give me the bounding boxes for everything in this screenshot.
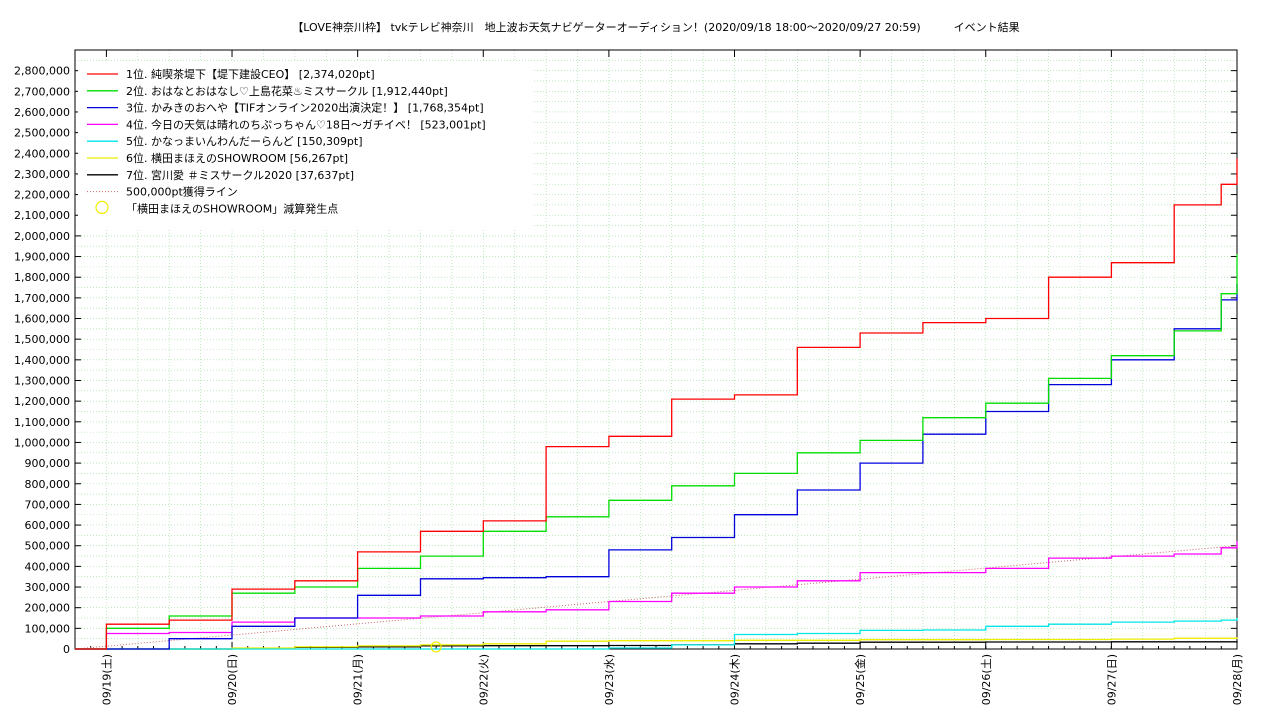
y-tick-label: 2,600,000	[14, 106, 70, 119]
series-line-4	[75, 541, 1238, 650]
x-tick-label: 09/27(日)	[1105, 654, 1118, 705]
y-tick-label: 2,300,000	[14, 168, 70, 181]
legend-box	[78, 62, 533, 228]
y-tick-label: 2,700,000	[14, 85, 70, 98]
legend-label-6: 6位. 横田まほえのSHOWROOM [56,267pt]	[126, 151, 348, 165]
x-tick-label: 09/21(月)	[352, 654, 365, 705]
legend-label-1: 1位. 純喫茶堤下【堤下建設CEO】 [2,374,020pt]	[126, 67, 375, 81]
y-tick-label: 2,200,000	[14, 189, 70, 202]
legend-label-reference: 500,000pt獲得ライン	[126, 186, 238, 199]
y-tick-label: 2,400,000	[14, 147, 70, 160]
series-line-5	[75, 618, 1238, 650]
y-tick-label: 500,000	[25, 540, 71, 553]
series-line-1	[75, 158, 1238, 650]
legend-label-7: 7位. 宮川愛 ＃ミスサークル2020 [37,637pt]	[126, 168, 354, 182]
series-layer	[75, 158, 1238, 650]
legend-swatch-marker	[95, 200, 109, 214]
chart-title: 【LOVE神奈川枠】 tvkテレビ神奈川 地上波お天気ナビゲーターオーディション…	[292, 20, 1019, 34]
x-tick-label: 09/23(水)	[603, 654, 616, 705]
y-tick-label: 1,200,000	[14, 395, 70, 408]
y-tick-label: 900,000	[25, 457, 71, 470]
y-tick-label: 1,100,000	[14, 416, 70, 429]
y-tick-label: 2,800,000	[14, 65, 70, 78]
x-tick-label: 09/28(月)	[1231, 654, 1244, 705]
reference-line-layer	[74, 545, 1238, 650]
marker-layer	[430, 641, 442, 653]
x-tick-label: 09/19(土)	[100, 654, 113, 705]
y-tick-label: 0	[63, 643, 70, 656]
x-tick-label: 09/24(木)	[729, 654, 742, 705]
y-tick-label: 2,100,000	[14, 209, 70, 222]
y-tick-label: 600,000	[25, 519, 71, 532]
y-tick-label: 1,300,000	[14, 374, 70, 387]
legend-label-4: 4位. 今日の天気は晴れのちぷっちゃん♡18日〜ガチイベ！ [523,001pt…	[126, 117, 486, 131]
decrement-marker	[430, 641, 442, 653]
series-line-6	[75, 637, 1238, 650]
y-tick-label: 1,600,000	[14, 313, 70, 326]
y-tick-label: 100,000	[25, 622, 71, 635]
y-tick-label: 1,000,000	[14, 436, 70, 449]
y-tick-label: 200,000	[25, 602, 71, 615]
y-tick-label: 1,900,000	[14, 251, 70, 264]
x-tick-label: 09/20(日)	[226, 654, 239, 705]
legend-label-marker: 「横田まほえのSHOWROOM」減算発生点	[126, 201, 338, 215]
y-tick-label: 400,000	[25, 560, 71, 573]
legend: 1位. 純喫茶堤下【堤下建設CEO】 [2,374,020pt] 2位. おはなと…	[78, 62, 533, 228]
series-line-2	[75, 254, 1238, 650]
x-tick-label: 09/22(火)	[477, 654, 490, 705]
y-tick-label: 2,000,000	[14, 230, 70, 243]
y-tick-label: 1,800,000	[14, 271, 70, 284]
x-tick-label: 09/25(金)	[853, 654, 867, 705]
legend-label-2: 2位. おはなとおはなし♡上島花菜♨ミスサークル [1,912,440pt]	[126, 84, 448, 98]
y-tick-label: 300,000	[25, 581, 71, 594]
x-tick-label: 09/26(土)	[980, 654, 993, 705]
legend-label-5: 5位. かなっまいんわんだーらんど [150,309pt]	[126, 134, 363, 148]
y-tick-label: 1,500,000	[14, 333, 70, 346]
legend-label-3: 3位. かみきのおへや【TIFオンライン2020出演決定！】 [1,768,35…	[126, 101, 484, 115]
y-tick-label: 2,500,000	[14, 127, 70, 140]
y-tick-label: 800,000	[25, 478, 71, 491]
y-tick-label: 700,000	[25, 498, 71, 511]
reference-line-500k	[74, 545, 1238, 650]
y-tick-label: 1,700,000	[14, 292, 70, 305]
y-tick-label: 1,400,000	[14, 354, 70, 367]
series-line-3	[75, 283, 1238, 650]
